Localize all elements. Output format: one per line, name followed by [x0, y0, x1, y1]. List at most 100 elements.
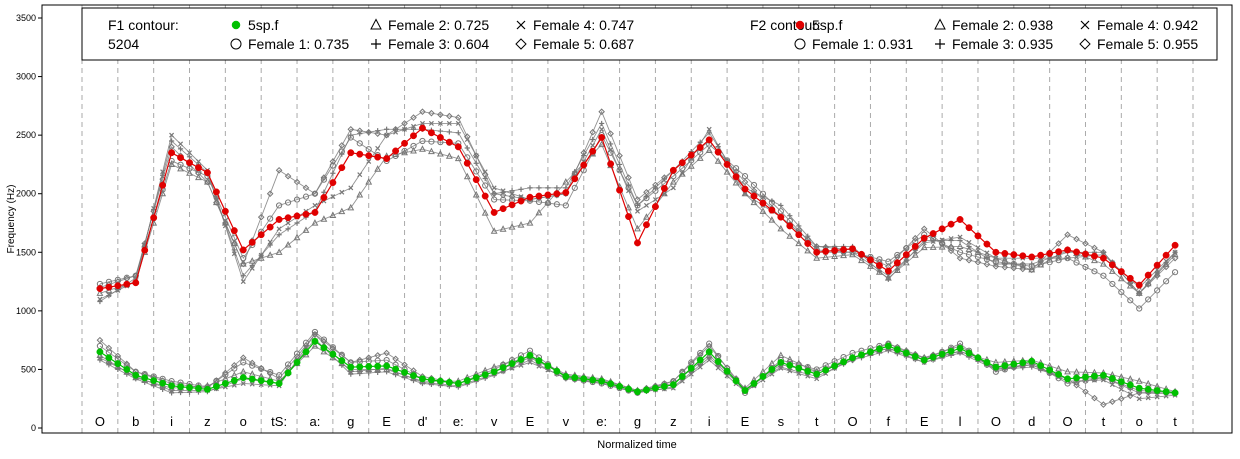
segment-label: tS:	[271, 414, 287, 429]
f2-point	[419, 108, 426, 116]
f2-point	[266, 251, 274, 258]
f2-point	[849, 245, 856, 253]
f2-point	[679, 170, 685, 176]
f2-point	[1082, 263, 1089, 271]
f2-point	[536, 185, 542, 191]
f2-point	[509, 188, 515, 194]
f2-point	[339, 189, 345, 195]
f1-point	[777, 358, 785, 366]
f2-point	[446, 112, 453, 120]
f2-point	[320, 194, 328, 201]
f2-point	[383, 155, 391, 163]
f1-point	[248, 375, 256, 383]
f2-point	[445, 152, 453, 159]
f1-point	[526, 351, 534, 359]
f2-point	[293, 178, 301, 186]
f2-point	[669, 178, 677, 185]
y-axis: 0 500 1000 1500 2000 2500 3000 3500	[16, 13, 42, 433]
f2-point	[463, 159, 471, 167]
f2-point	[490, 227, 498, 234]
f2-point	[222, 219, 229, 227]
f1-point	[1073, 374, 1080, 382]
f1-point	[1126, 381, 1134, 389]
f2-point	[590, 142, 596, 148]
f2-point	[599, 120, 605, 127]
f1-point	[123, 365, 131, 373]
f1-legend-label: Female 1: 0.735	[248, 36, 349, 52]
segment-label: i	[170, 414, 173, 429]
f1-point	[454, 380, 462, 387]
y-axis-label: Frequency (Hz)	[6, 185, 17, 254]
f2-point	[402, 126, 408, 132]
f2-point	[652, 197, 658, 203]
f2-point	[1002, 255, 1008, 261]
f1-point	[311, 337, 319, 345]
f1-point	[974, 354, 982, 362]
segment-label: d'	[418, 414, 428, 429]
f2-point	[1145, 296, 1152, 303]
f1-point	[231, 362, 238, 369]
f2-point	[411, 123, 417, 129]
f1-point	[616, 382, 624, 390]
f2-point	[992, 263, 1000, 270]
f2-point	[634, 239, 641, 247]
f2-point	[150, 214, 158, 222]
f1-point	[1064, 367, 1071, 375]
f2-point	[284, 172, 292, 180]
f2-point	[1117, 274, 1125, 282]
f2-point	[804, 240, 812, 247]
f2-point	[239, 260, 247, 268]
f1-point	[1001, 362, 1009, 370]
f2-point	[293, 212, 301, 220]
f1-point	[697, 349, 704, 357]
f1-point	[589, 376, 597, 384]
f2-point	[195, 158, 201, 165]
f2-point	[454, 114, 462, 121]
f1-point	[1028, 357, 1036, 365]
f2-point	[401, 148, 408, 156]
segment-label: O	[991, 414, 1001, 429]
f1-point	[527, 359, 533, 365]
f1-point	[1100, 401, 1107, 408]
f2-legend-label: Female 1: 0.931	[812, 36, 913, 52]
f1-point	[320, 338, 328, 345]
f2-point	[203, 169, 211, 177]
f2-point	[1047, 255, 1053, 261]
f2-point	[401, 139, 408, 147]
f1-point	[419, 375, 426, 383]
f1-point	[536, 363, 542, 369]
f2-point	[1028, 266, 1036, 274]
f1-point	[517, 356, 525, 363]
f2-point	[902, 244, 910, 251]
f2-point	[598, 140, 606, 148]
f2-point	[948, 236, 954, 242]
f2-point	[230, 227, 238, 235]
f1-legend-label: Female 2: 0.725	[388, 17, 489, 33]
f2-point	[687, 151, 695, 159]
f1-point	[983, 358, 991, 366]
f1-point	[384, 369, 390, 375]
f2-point	[599, 126, 605, 132]
f1-point	[796, 371, 802, 377]
f1-point	[436, 377, 444, 385]
f2-point	[938, 225, 946, 233]
f2-point	[1073, 248, 1080, 256]
f2-point	[186, 159, 193, 167]
f1-point	[329, 344, 336, 351]
f1-point	[97, 355, 103, 361]
f2-point	[1090, 252, 1098, 260]
f2-point	[608, 147, 614, 153]
f2-point	[446, 120, 452, 126]
f2-point	[1010, 251, 1018, 259]
f1-point	[392, 372, 399, 378]
f2-point	[499, 191, 507, 199]
f2-point	[1144, 271, 1152, 279]
f2-point	[1162, 251, 1170, 259]
f1-point	[401, 361, 408, 369]
f2-point	[786, 232, 794, 239]
f1-point	[768, 365, 776, 373]
f1-point	[105, 354, 113, 362]
f1-point	[679, 378, 685, 384]
f2-point	[338, 207, 346, 215]
